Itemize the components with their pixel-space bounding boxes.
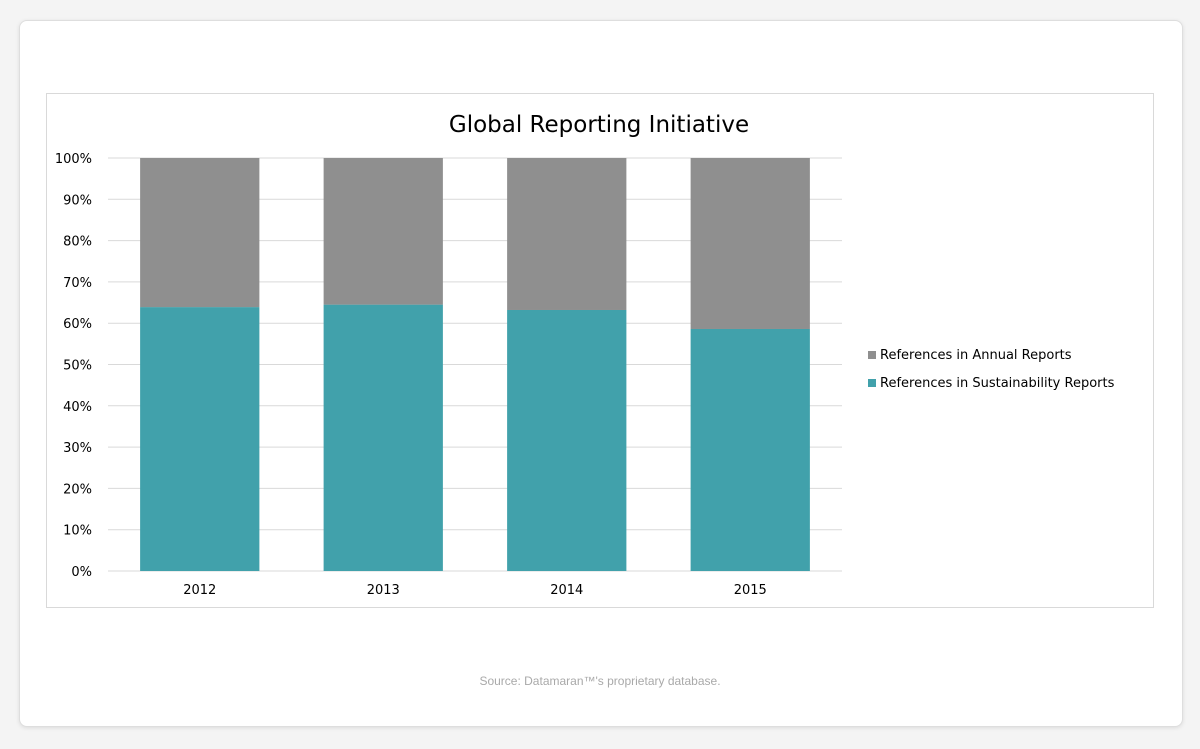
bar-sustainability-2013 [323,304,443,571]
y-tick-label: 100% [55,152,92,167]
bar-annual-2012 [140,158,260,308]
y-tick-label: 60% [63,317,92,332]
legend: References in Annual Reports References i… [868,348,1115,391]
y-tick-label: 50% [63,359,92,374]
y-tick-label: 20% [63,482,92,497]
y-tick-label: 90% [63,193,92,208]
bars [140,158,810,571]
y-tick-label: 80% [63,235,92,250]
y-tick-label: 40% [63,400,92,415]
bar-annual-2013 [323,158,443,305]
y-tick-label: 0% [71,565,92,580]
y-tick-label: 10% [63,524,92,539]
bar-sustainability-2012 [140,307,260,571]
y-tick-label: 70% [63,276,92,291]
y-tick-label: 30% [63,441,92,456]
chart-title: Global Reporting Initiative [449,112,749,138]
x-tick-label: 2012 [183,583,216,598]
bar-annual-2015 [690,158,810,329]
legend-label: References in Annual Reports [880,348,1072,363]
x-axis-tick-labels: 2012 2013 2014 2015 [183,583,767,598]
legend-swatch [868,351,876,359]
y-axis-tick-labels: 0% 10% 20% 30% 40% 50% 60% 70% 80% 90% 100% [55,152,92,580]
source-note: Source: Datamaran™'s proprietary databas… [479,674,721,688]
x-tick-label: 2014 [550,583,583,598]
bar-annual-2014 [507,158,627,310]
legend-label: References in Sustainability Reports [880,376,1115,391]
stacked-bar-chart: Global Reporting Initiative 0% 10% 20% 30% 4… [55,112,1115,598]
bar-sustainability-2014 [507,309,627,571]
x-tick-label: 2015 [734,583,767,598]
legend-swatch [868,379,876,387]
x-tick-label: 2013 [367,583,400,598]
bar-sustainability-2015 [690,328,810,571]
